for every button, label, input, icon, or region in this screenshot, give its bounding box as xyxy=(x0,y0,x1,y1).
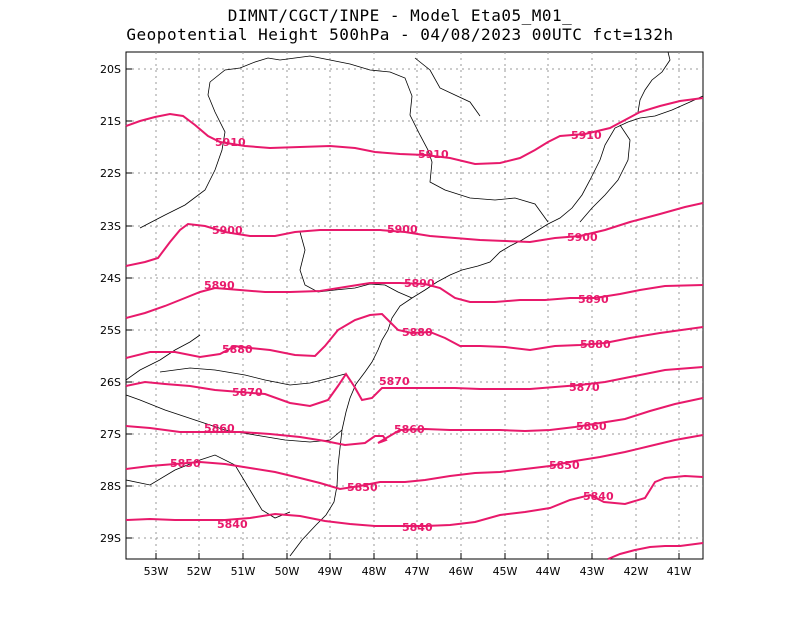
grid xyxy=(126,52,703,559)
border-paraguay xyxy=(125,334,201,381)
map-frame xyxy=(125,51,704,560)
contour-5850 xyxy=(125,434,704,491)
lon-label-50w: 50W xyxy=(275,565,300,578)
contour-label-5890-a: 5890 xyxy=(204,279,235,292)
contour-label-5840-b: 5840 xyxy=(402,521,433,534)
contour-label-5860-b: 5860 xyxy=(394,423,425,436)
lat-label-20s: 20S xyxy=(100,63,121,76)
lon-label-51w: 51W xyxy=(231,565,256,578)
contour-label-5890-b: 5890 xyxy=(404,277,435,290)
contour-label-5860-c: 5860 xyxy=(576,420,607,433)
contour-label-5880-c: 5880 xyxy=(580,338,611,351)
contour-label-5850-a: 5850 xyxy=(170,457,201,470)
border-top-right xyxy=(637,51,671,113)
lon-label-49w: 49W xyxy=(318,565,343,578)
contour-label-5880-a: 5880 xyxy=(222,343,253,356)
lat-label-23s: 23S xyxy=(100,220,121,233)
contour-label-5870-b: 5870 xyxy=(379,375,410,388)
lon-label-45w: 45W xyxy=(493,565,518,578)
contour-label-5870-a: 5870 xyxy=(232,386,263,399)
contour-5830 xyxy=(607,542,704,560)
lon-label-43w: 43W xyxy=(580,565,605,578)
lat-label-22s: 22S xyxy=(100,167,121,180)
contour-label-5900-c: 5900 xyxy=(567,231,598,244)
border-rs-uruguay xyxy=(125,454,291,519)
contour-label-5840-c: 5840 xyxy=(583,490,614,503)
lat-label-21s: 21S xyxy=(100,115,121,128)
contour-5900 xyxy=(125,202,704,267)
contour-5910 xyxy=(125,97,704,166)
title-line-2: Geopotential Height 500hPa - 04/08/2023 … xyxy=(126,25,674,44)
lon-label-46w: 46W xyxy=(449,565,474,578)
lon-label-44w: 44W xyxy=(536,565,561,578)
lat-label-24s: 24S xyxy=(100,272,121,285)
contour-label-5900-b: 5900 xyxy=(387,223,418,236)
lon-label-53w: 53W xyxy=(144,565,169,578)
lat-label-27s: 27S xyxy=(100,428,121,441)
contour-5860 xyxy=(125,397,704,447)
lon-label-47w: 47W xyxy=(405,565,430,578)
lat-label-25s: 25S xyxy=(100,324,121,337)
contour-label-5870-c: 5870 xyxy=(569,381,600,394)
contour-5870 xyxy=(125,366,704,408)
border-pr-sc xyxy=(159,367,346,386)
contour-label-5910-b: 5910 xyxy=(418,148,449,161)
contour-label-5840-a: 5840 xyxy=(217,518,248,531)
border-minas-gerais xyxy=(209,55,549,223)
tick-marks xyxy=(126,68,680,559)
contour-5880 xyxy=(125,312,704,359)
contour-lines xyxy=(125,97,704,560)
lon-label-52w: 52W xyxy=(187,565,212,578)
border-mg-es-rj xyxy=(579,124,631,223)
contour-label-5890-c: 5890 xyxy=(578,293,609,306)
border-ms-sp xyxy=(139,81,226,229)
border-sp-pr xyxy=(299,231,413,299)
lon-label-48w: 48W xyxy=(362,565,387,578)
lat-label-28s: 28S xyxy=(100,480,121,493)
contour-5840 xyxy=(125,474,704,527)
contour-label-5910-a: 5910 xyxy=(215,136,246,149)
contour-label-5910-c: 5910 xyxy=(571,129,602,142)
contour-label-5860-a: 5860 xyxy=(204,422,235,435)
lon-label-41w: 41W xyxy=(667,565,692,578)
contour-label-5900-a: 5900 xyxy=(212,224,243,237)
contour-label-5880-b: 5880 xyxy=(402,326,433,339)
lat-label-26s: 26S xyxy=(100,376,121,389)
lat-label-29s: 29S xyxy=(100,532,121,545)
lon-label-42w: 42W xyxy=(624,565,649,578)
contour-label-5850-c: 5850 xyxy=(549,459,580,472)
contour-label-5850-b: 5850 xyxy=(347,481,378,494)
title-line-1: DIMNT/CGCT/INPE - Model Eta05_M01_ xyxy=(227,6,573,25)
contour-5890 xyxy=(125,282,704,319)
border-goias xyxy=(414,57,481,117)
